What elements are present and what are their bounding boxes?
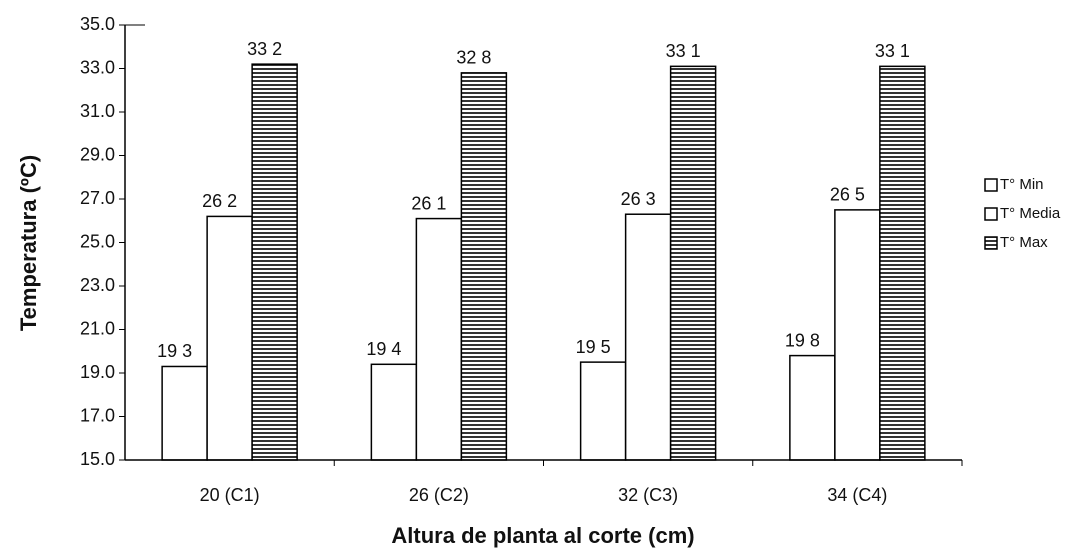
data-label: 32 8 xyxy=(456,48,491,68)
y-axis-title: Temperatura (ºC) xyxy=(16,155,41,331)
y-tick-label: 17.0 xyxy=(80,405,115,425)
bar xyxy=(460,72,508,461)
y-tick-label: 19.0 xyxy=(80,362,115,382)
data-label: 26 2 xyxy=(202,191,237,211)
data-label: 33 1 xyxy=(875,41,910,61)
x-tick-label: 26 (C2) xyxy=(409,485,469,505)
data-label: 26 1 xyxy=(411,193,446,213)
bar xyxy=(624,213,672,461)
legend-swatch xyxy=(984,207,998,221)
legend-text: T° Media xyxy=(1000,205,1061,222)
data-label: 19 3 xyxy=(157,341,192,361)
data-label: 26 5 xyxy=(830,185,865,205)
legend-swatch xyxy=(984,236,998,250)
data-label: 19 8 xyxy=(785,330,820,350)
data-label: 26 3 xyxy=(621,189,656,209)
data-label: 33 1 xyxy=(666,41,701,61)
y-tick-label: 25.0 xyxy=(80,231,115,251)
legend-text: T° Max xyxy=(1000,234,1048,251)
x-tick-label: 34 (C4) xyxy=(827,485,887,505)
data-label: 33 2 xyxy=(247,39,282,59)
bar xyxy=(789,354,836,461)
y-tick-label: 33.0 xyxy=(80,57,115,77)
x-tick-label: 20 (C1) xyxy=(200,485,260,505)
y-tick-label: 35.0 xyxy=(80,14,115,34)
y-tick-label: 27.0 xyxy=(80,188,115,208)
bar xyxy=(251,63,298,461)
bar xyxy=(879,65,926,461)
bar xyxy=(370,363,418,461)
bar xyxy=(415,217,463,461)
x-tick-label: 32 (C3) xyxy=(618,485,678,505)
data-label: 19 5 xyxy=(576,337,611,357)
y-tick-label: 23.0 xyxy=(80,275,115,295)
y-tick-label: 29.0 xyxy=(80,144,115,164)
legend-text: T° Min xyxy=(1000,176,1044,193)
x-axis-title: Altura de planta al corte (cm) xyxy=(391,523,694,548)
bar xyxy=(669,65,717,461)
data-label: 19 4 xyxy=(366,339,401,359)
bar xyxy=(161,365,208,461)
legend-swatch xyxy=(984,178,998,192)
bar xyxy=(834,209,881,461)
y-tick-label: 21.0 xyxy=(80,318,115,338)
bar xyxy=(579,361,627,461)
bar xyxy=(206,215,253,461)
y-tick-label: 15.0 xyxy=(80,449,115,469)
y-tick-label: 31.0 xyxy=(80,101,115,121)
